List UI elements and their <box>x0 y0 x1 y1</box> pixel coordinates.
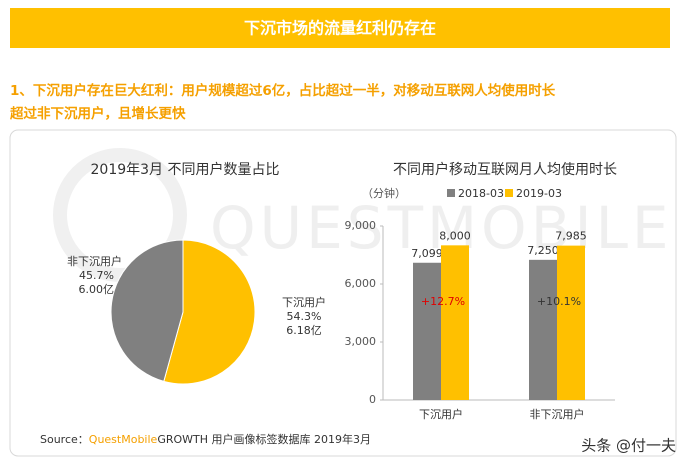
y-tick-label: 6,000 <box>345 277 377 290</box>
source-rest: GROWTH 用户画像标签数据库 2019年3月 <box>157 432 371 446</box>
headline-line: 超过非下沉用户，且增长更快 <box>9 105 186 122</box>
y-tick-label: 0 <box>369 393 376 406</box>
legend-label: 2018-03 <box>458 187 504 200</box>
header-banner <box>10 8 670 48</box>
unit-label: （分钟） <box>362 186 406 200</box>
pie-value-label: 54.3% <box>287 310 322 323</box>
growth-annotation: +10.1% <box>537 295 581 308</box>
watermark: QUESTMOBILE <box>210 194 673 262</box>
bar <box>413 262 441 400</box>
pie-slice <box>163 239 256 385</box>
legend-label: 2019-03 <box>516 187 562 200</box>
growth-annotation: +12.7% <box>421 295 465 308</box>
y-tick-label: 9,000 <box>345 219 377 232</box>
legend-swatch <box>505 189 513 197</box>
bar <box>441 245 469 400</box>
source-prefix: Source： <box>40 433 89 446</box>
watermark-logo <box>53 148 187 282</box>
bar <box>557 245 585 400</box>
value-label: 8,000 <box>439 229 471 242</box>
pie-label: 下沉用户 <box>282 295 326 309</box>
chart-title: 2019年3月 不同用户数量占比 <box>91 161 280 178</box>
bar <box>529 259 557 400</box>
headline-line: 1、下沉用户存在巨大红利：用户规模超过6亿，占比超过一半，对移动互联网人均使用时… <box>10 82 556 99</box>
source-brand: QuestMobile <box>89 433 158 446</box>
pie-count-label: 6.18亿 <box>286 324 322 337</box>
value-label: 7,250 <box>527 244 559 257</box>
y-tick-label: 3,000 <box>345 335 377 348</box>
x-tick-label: 下沉用户 <box>419 407 463 421</box>
header-title: 下沉市场的流量红利仍存在 <box>244 19 436 38</box>
chart-title: 不同用户移动互联网月人均使用时长 <box>393 161 617 178</box>
value-label: 7,099 <box>411 247 443 260</box>
x-tick-label: 非下沉用户 <box>530 407 585 421</box>
pie-slice <box>110 239 184 383</box>
value-label: 7,985 <box>555 230 587 243</box>
pie-count-label: 6.00亿 <box>79 283 115 296</box>
pie-label: 非下沉用户 <box>67 254 122 268</box>
credit: 头条 @付一夫 <box>581 437 676 455</box>
pie-value-label: 45.7% <box>79 269 114 282</box>
legend-swatch <box>447 189 455 197</box>
source: Source：QuestMobileGROWTH 用户画像标签数据库 2019年… <box>40 432 371 446</box>
